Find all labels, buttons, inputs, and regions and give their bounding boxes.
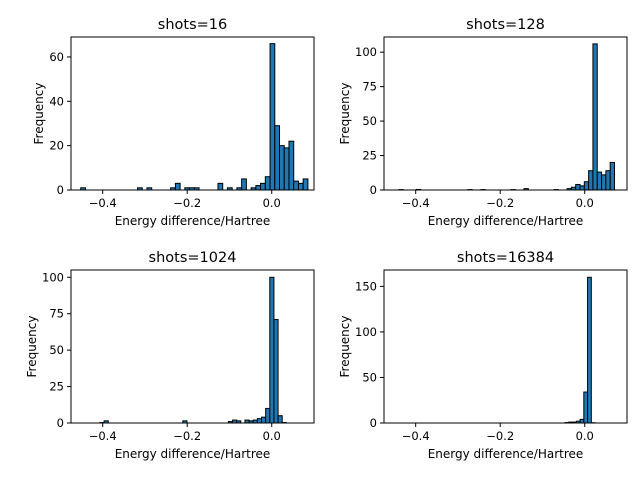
histogram-bar xyxy=(583,391,589,424)
axes-frame xyxy=(70,36,315,191)
histogram-bar xyxy=(217,182,224,191)
x-tick-label: 0.0 xyxy=(576,429,594,443)
histogram-bar xyxy=(596,171,603,191)
subplot-3: −0.4 −0.2 0.0 0 25 50 75 100 shots=1024 Energy di… xyxy=(25,250,315,461)
histogram-bar xyxy=(288,140,295,191)
y-tick-label: 50 xyxy=(49,343,64,357)
subplot-title: shots=1024 xyxy=(149,250,237,266)
histogram-bar xyxy=(588,170,594,191)
histogram-bar xyxy=(297,182,304,191)
histogram-bar xyxy=(277,415,283,424)
y-tick-label: 0 xyxy=(370,183,377,197)
y-tick-label: 0 xyxy=(57,183,64,197)
axes-frame xyxy=(383,269,628,424)
histogram-bar xyxy=(601,174,607,191)
x-tick-label: 0.0 xyxy=(263,429,281,443)
histogram-bar xyxy=(583,181,590,191)
y-tick-label: 25 xyxy=(49,380,64,394)
histogram-bar xyxy=(575,183,581,191)
y-axis-label: Frequency xyxy=(32,83,46,145)
y-tick-label: 25 xyxy=(362,149,377,163)
histogram-bar xyxy=(279,145,285,191)
y-tick-label: 75 xyxy=(362,80,377,94)
subplot-title: shots=16 xyxy=(158,17,227,33)
y-tick-label: 50 xyxy=(362,370,377,384)
x-tick-label: −0.2 xyxy=(486,196,514,210)
histogram-bar xyxy=(269,43,276,191)
y-tick-label: 20 xyxy=(49,139,64,153)
subplot-title: shots=16384 xyxy=(457,250,554,266)
y-axis-label: Frequency xyxy=(25,316,39,378)
y-axis-label: Frequency xyxy=(338,316,352,378)
axes-frame xyxy=(70,269,315,424)
x-axis-label: Energy difference/Hartree xyxy=(115,447,271,461)
y-tick-label: 100 xyxy=(355,325,377,339)
histogram-bar xyxy=(265,407,271,424)
histogram-bar xyxy=(283,147,290,191)
y-tick-label: 50 xyxy=(362,114,377,128)
histogram-bar xyxy=(302,178,309,191)
y-tick-label: 150 xyxy=(355,279,377,293)
histogram-bar xyxy=(609,161,615,191)
histogram-bar xyxy=(269,276,275,424)
x-axis-label: Energy difference/Hartree xyxy=(428,447,584,461)
histogram-bar xyxy=(273,319,279,424)
subplot-title: shots=128 xyxy=(466,17,545,33)
y-tick-label: 60 xyxy=(49,50,64,64)
axes-frame xyxy=(383,36,628,191)
histogram-bar xyxy=(260,182,266,191)
y-tick-label: 40 xyxy=(49,94,64,108)
x-axis-label: Energy difference/Hartree xyxy=(115,214,271,228)
histogram-bar xyxy=(579,418,585,424)
subplot-1: −0.4 −0.2 0.0 0 20 40 60 shots=16 Energy differe… xyxy=(32,17,315,228)
histogram-bar xyxy=(264,176,271,191)
histogram-bar xyxy=(274,125,281,191)
x-tick-label: −0.4 xyxy=(402,196,430,210)
y-tick-label: 0 xyxy=(57,416,64,430)
histogram-bar xyxy=(255,185,262,191)
x-tick-label: −0.2 xyxy=(173,196,201,210)
y-tick-label: 100 xyxy=(355,45,377,59)
x-tick-label: 0.0 xyxy=(576,196,594,210)
histogram-bar xyxy=(261,416,267,424)
histogram-bar xyxy=(293,180,299,191)
subplot-4: −0.4 −0.2 0.0 0 50 100 150 shots=16384 Energy di… xyxy=(338,250,628,461)
histogram-bar xyxy=(241,178,247,191)
histogram-bar xyxy=(256,418,263,424)
x-tick-label: −0.4 xyxy=(89,196,117,210)
subplot-2: −0.4 −0.2 0.0 0 25 50 75 100 shots=128 Energy dif… xyxy=(338,17,628,228)
y-tick-label: 75 xyxy=(49,307,64,321)
histogram-bar xyxy=(174,182,181,191)
histogram-bar xyxy=(592,43,598,191)
y-tick-label: 0 xyxy=(370,416,377,430)
x-tick-label: −0.4 xyxy=(402,429,430,443)
x-tick-label: −0.2 xyxy=(173,429,201,443)
y-tick-label: 100 xyxy=(42,270,64,284)
x-tick-label: −0.2 xyxy=(486,429,514,443)
x-tick-label: −0.4 xyxy=(89,429,117,443)
y-axis-label: Frequency xyxy=(338,83,352,145)
histogram-bar xyxy=(579,185,585,191)
histogram-bar xyxy=(605,170,611,191)
histogram-bar xyxy=(587,276,592,424)
x-tick-label: 0.0 xyxy=(263,196,281,210)
x-axis-label: Energy difference/Hartree xyxy=(428,214,584,228)
